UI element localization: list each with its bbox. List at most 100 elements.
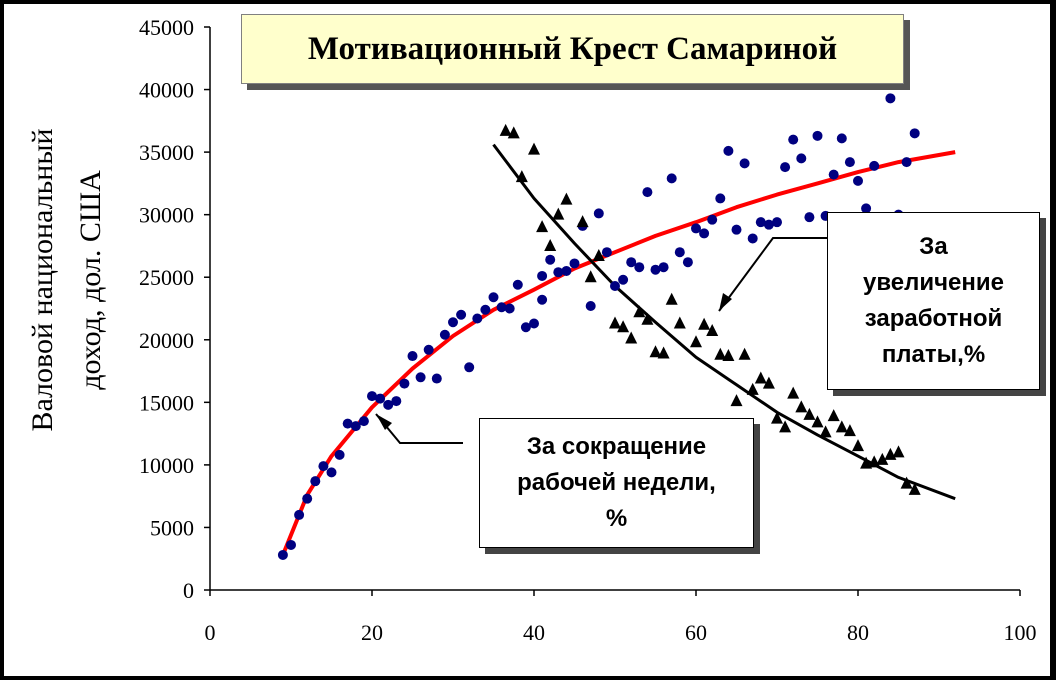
scatter-point-circle [844,157,855,168]
scatter-point-circle [342,418,353,429]
scatter-point-triangle [633,305,646,318]
x-tick-label: 60 [685,620,707,645]
scatter-point-triangle [609,316,621,329]
axes-layer: 0 5000 10000 15000 20000 25000 30000 35000 40000… [139,15,1037,645]
y-tick-label: 5000 [150,515,194,540]
scatter-point-triangle [803,407,816,420]
scatter-point-triangle [722,349,735,362]
scatter-point-circle [836,133,847,144]
scatter-point-circle [326,467,337,478]
scatter-point-triangle [892,445,905,458]
y-tick-label: 40000 [139,78,194,103]
scatter-point-circle [553,267,564,278]
scatter-point-circle [399,378,410,389]
y-tick-label: 20000 [139,328,194,353]
scatter-point-circle [423,344,434,355]
scatter-point-circle [294,509,305,520]
scatter-point-triangle [592,248,605,261]
scatter-point-triangle [900,476,913,489]
scatter-point-triangle [617,320,630,333]
y-axis-label-line1: Валовой национальный [26,128,59,431]
scatter-point-circle [472,313,483,324]
scatter-point-triangle [827,409,840,422]
scatter-point-triangle [552,207,565,220]
y-tick-label: 0 [183,578,194,603]
scatter-point-triangle [560,192,573,205]
scatter-point-circle [618,274,629,285]
scatter-point-circle [504,303,515,314]
scatter-point-triangle [536,220,549,233]
annotation-week-line: % [605,505,628,532]
scatter-point-circle [691,223,701,234]
scatter-point-triangle [795,400,808,413]
annotation-salary-line: увеличение [862,269,1004,296]
scatter-point-circle [480,304,491,315]
scatter-point-triangle [835,420,848,433]
annotation-salary-line: За [919,233,948,260]
y-axis-label-line2: доход, дол. США [74,170,107,390]
scatter-point-triangle [754,371,767,384]
scatter-point-circle [456,309,467,320]
scatter-point-circle [626,257,637,268]
scatter-point-triangle [625,331,638,344]
scatter-point-circle [375,393,386,404]
annotation-salary-line: платы,% [881,341,986,368]
scatter-point-circle [496,302,507,313]
scatter-point-circle [804,212,815,223]
annotation-salary-line: заработной [864,305,1003,332]
scatter-point-circle [383,399,394,410]
scatter-point-circle [788,134,799,145]
scatter-point-circle [302,493,313,504]
scatter-point-triangle [843,424,856,437]
scatter-point-circle [780,162,791,173]
scatter-point-circle [569,258,580,269]
scatter-point-triangle [762,376,775,389]
scatter-point-circle [537,294,548,305]
scatter-point-circle [439,329,450,340]
scatter-point-triangle [876,452,889,465]
scatter-point-circle [666,173,677,184]
scatter-point-circle [350,421,361,432]
scatter-point-circle [520,322,531,333]
scatter-point-circle [674,247,685,258]
scatter-point-circle [318,461,329,472]
y-tick-label: 30000 [139,203,194,228]
scatter-point-circle [796,153,807,164]
scatter-point-circle [610,280,620,291]
scatter-point-circle [464,362,475,373]
x-tick-label: 40 [523,620,545,645]
scatter-point-triangle [690,335,702,348]
scatter-point-triangle [738,347,751,360]
scatter-point-circle [642,187,653,198]
scatter-point-circle [763,219,774,230]
scatter-point-triangle [698,317,711,330]
scatter-point-circle [739,158,750,169]
scatter-point-circle [885,93,896,104]
scatter-point-circle [512,279,523,290]
x-tick-label: 80 [847,620,869,645]
scatter-point-triangle [852,439,864,452]
scatter-point-triangle [746,382,759,395]
scatter-point-circle [585,300,596,311]
scatter-point-circle [699,228,710,239]
annotation-week-line: За сокращение [526,433,707,460]
scatter-point-triangle [706,324,719,337]
scatter-point-circle [593,208,604,219]
scatter-point-circle [634,262,645,273]
x-tick-label: 100 [1004,620,1037,645]
scatter-point-triangle [771,411,783,424]
x-tick-label: 0 [205,620,216,645]
scatter-point-circle [909,128,920,139]
scatter-point-triangle [730,394,743,407]
scatter-point-circle [901,157,912,168]
week-arrow-head [376,414,392,430]
annotation-week: За сокращение рабочей недели, % [479,418,754,548]
y-tick-label: 35000 [139,140,194,165]
scatter-point-circle [358,416,369,427]
scatter-point-triangle [811,415,824,428]
scatter-point-circle [529,318,539,329]
y-tick-label: 25000 [139,265,194,290]
scatter-point-circle [869,160,880,171]
y-tick-label: 45000 [139,15,194,40]
